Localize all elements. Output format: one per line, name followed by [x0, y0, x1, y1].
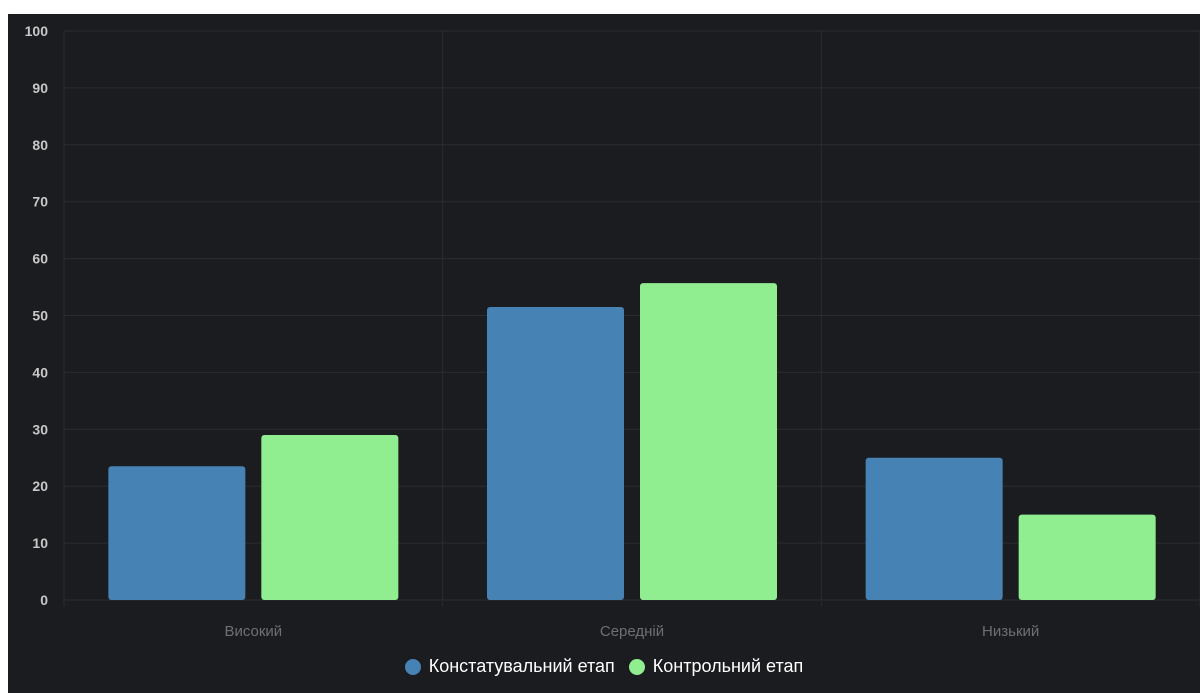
legend-swatch-series-0 [404, 658, 421, 675]
bar-chart: 0 10 20 30 40 50 60 70 80 90 100 Високий Середній Низ… [25, 23, 1200, 640]
y-tick-label-3: 30 [32, 421, 48, 437]
legend: Констатувальний етап Контрольний етап [8, 656, 1200, 677]
y-tick-label-7: 70 [32, 194, 48, 210]
y-tick-label-0: 0 [40, 592, 48, 608]
bar-0-0 [108, 466, 246, 600]
bar-1-1 [640, 283, 777, 600]
bar-0-1 [487, 306, 624, 600]
legend-label-series-0: Констатувальний етап [428, 656, 615, 676]
y-tick-label-2: 20 [32, 478, 48, 494]
bar-1-2 [1018, 514, 1156, 600]
legend-item-series-1[interactable]: Контрольний етап [628, 656, 804, 677]
y-tick-label-10: 100 [25, 23, 49, 39]
bar-0-2 [865, 457, 1003, 600]
y-tick-label-4: 40 [32, 364, 48, 380]
legend-item-series-0[interactable]: Констатувальний етап [404, 656, 615, 677]
y-tick-label-8: 80 [32, 137, 48, 153]
y-tick-label-6: 60 [32, 251, 48, 267]
x-tick-label-0: Високий [224, 623, 282, 640]
y-tick-label-1: 10 [32, 535, 48, 551]
legend-swatch-series-1 [628, 658, 645, 675]
bar-1-0 [261, 434, 399, 600]
legend-label-series-1: Контрольний етап [652, 656, 804, 676]
y-tick-label-9: 90 [32, 80, 48, 96]
x-tick-label-1: Середній [600, 623, 664, 640]
chart-container: 0 10 20 30 40 50 60 70 80 90 100 Високий Середній Низ… [8, 14, 1200, 693]
y-tick-label-5: 50 [32, 308, 48, 324]
x-tick-label-2: Низький [982, 623, 1039, 640]
